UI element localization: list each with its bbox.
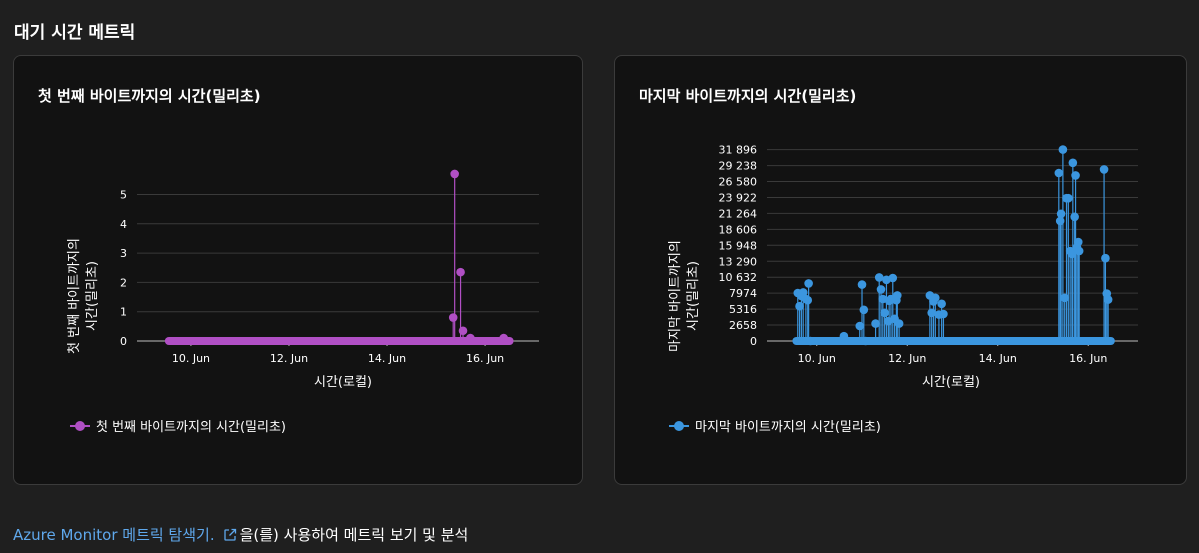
ttlb-x-tick-label: 12. Jun <box>888 352 926 365</box>
ttlb-data-point <box>859 305 869 315</box>
ttlb-data-point <box>880 308 889 318</box>
ttlb-data-point <box>861 336 870 346</box>
ttlb-y-tick-label: 7974 <box>729 287 757 300</box>
section-title: 대기 시간 메트릭 <box>14 23 136 43</box>
ttfb-y-tick-label: 4 <box>120 218 127 231</box>
ttlb-data-point <box>893 291 902 300</box>
ttlb-data-point <box>839 331 849 341</box>
ttfb-y-tick-label: 3 <box>120 247 127 260</box>
ttlb-data-point <box>1068 158 1078 168</box>
ttlb-data-point <box>795 301 804 311</box>
ttlb-y-tick-label: 0 <box>750 335 757 348</box>
ttlb-y-tick-label: 21 264 <box>719 207 758 220</box>
ttlb-data-point <box>1055 216 1065 226</box>
ttlb-data-point <box>1056 209 1066 219</box>
ttfb-y-tick-label: 2 <box>120 276 127 289</box>
ttlb-chart-card: 마지막 바이트까지의 시간(밀리초) 0 2658 5316 7974 10 632 13… <box>614 55 1187 485</box>
ttlb-data-point <box>1070 212 1079 222</box>
ttlb-y-tick-label: 23 922 <box>719 191 758 204</box>
ttlb-y-tick-label: 18 606 <box>719 223 758 236</box>
ttfb-y-tick-label: 0 <box>120 335 127 348</box>
ttlb-data-point <box>888 273 898 283</box>
ttlb-chart[interactable]: 0 2658 5316 7974 10 632 13 290 15 948 18 606 21 … <box>615 56 1188 406</box>
ttlb-data-point <box>1099 165 1109 174</box>
footer-note: Azure Monitor 메트릭 탐색기. 을(를) 사용하여 메트릭 보기 … <box>13 524 468 545</box>
ttlb-data-point <box>1071 171 1080 180</box>
ttlb-x-tick-label: 16. Jun <box>1069 352 1107 365</box>
ttfb-y-axis-label-line2: 시간(밀리초) <box>85 261 100 331</box>
ttfb-y-tick-label: 5 <box>120 188 127 201</box>
ttlb-data-point <box>798 288 808 297</box>
ttlb-y-tick-label: 26 580 <box>719 176 758 189</box>
ttlb-data-point <box>931 293 940 303</box>
ttfb-x-axis-label: 시간(로컬) <box>314 375 372 390</box>
ttlb-data-point <box>927 308 936 318</box>
ttlb-data-point <box>1101 253 1110 263</box>
ttfb-chart[interactable]: 0 1 2 3 4 5 10. Jun 12. Jun 14. Jun 16. Jun 첫 번째… <box>14 56 584 406</box>
ttlb-data-point <box>1058 145 1068 154</box>
ttlb-y-tick-label: 2658 <box>729 319 757 332</box>
ttlb-y-tick-label: 31 896 <box>719 144 758 157</box>
ttlb-chart-title: 마지막 바이트까지의 시간(밀리초) <box>639 87 857 105</box>
ttlb-data-point <box>803 295 813 305</box>
ttfb-chart-card: 첫 번째 바이트까지의 시간(밀리초) 0 1 2 3 4 5 10. Jun 12. Ju… <box>13 55 583 485</box>
footer-description: 을(를) 사용하여 메트릭 보기 및 분석 <box>239 526 469 544</box>
ttfb-y-axis-label-line1: 첫 번째 바이트까지의 <box>67 238 82 354</box>
ttfb-data-point <box>450 169 459 179</box>
ttfb-data-point <box>456 267 465 277</box>
ttlb-y-axis-label-line2: 시간(밀리초) <box>686 261 701 331</box>
ttfb-x-tick-label: 14. Jun <box>368 352 406 365</box>
ttfb-x-tick-label: 10. Jun <box>172 352 210 365</box>
ttlb-data-point <box>1064 193 1073 203</box>
ttlb-data-point <box>876 285 886 294</box>
ttlb-y-tick-label: 13 290 <box>719 255 758 268</box>
ttlb-x-tick-label: 14. Jun <box>979 352 1017 365</box>
ttlb-data-point <box>857 280 867 289</box>
ttfb-y-tick-label: 1 <box>120 306 127 319</box>
ttlb-data-point <box>1060 293 1070 303</box>
ttlb-legend[interactable]: 마지막 바이트까지의 시간(밀리초) <box>669 416 881 435</box>
ttfb-legend-marker-icon <box>70 420 92 431</box>
ttlb-y-axis-label-line1: 마지막 바이트까지의 <box>668 240 683 352</box>
ttlb-data-point <box>939 309 948 319</box>
ttlb-data-point <box>1103 295 1113 304</box>
ttfb-legend-label: 첫 번째 바이트까지의 시간(밀리초) <box>96 420 286 435</box>
ttlb-x-tick-label: 10. Jun <box>798 352 836 365</box>
ttfb-data-point <box>448 313 458 322</box>
ttlb-legend-marker-icon <box>669 420 691 431</box>
ttlb-data-point <box>894 319 904 328</box>
ttlb-y-tick-label: 5316 <box>729 303 757 316</box>
ttlb-data-point <box>871 319 880 328</box>
ttlb-y-tick-label: 29 238 <box>719 160 758 173</box>
ttlb-legend-label: 마지막 바이트까지의 시간(밀리초) <box>695 420 881 435</box>
ttfb-data-point <box>466 333 475 343</box>
ttlb-data-point <box>806 336 815 346</box>
ttfb-chart-title: 첫 번째 바이트까지의 시간(밀리초) <box>38 87 261 105</box>
ttlb-y-tick-label: 10 632 <box>719 271 758 284</box>
ttfb-data-point <box>458 326 468 336</box>
ttlb-x-axis-label: 시간(로컬) <box>922 375 980 390</box>
ttlb-data-point <box>855 321 865 331</box>
ttlb-data-point <box>937 299 946 309</box>
ttlb-data-point <box>804 279 813 288</box>
ttlb-data-point <box>874 273 884 282</box>
ttlb-data-point <box>1054 168 1064 178</box>
ttfb-legend[interactable]: 첫 번째 바이트까지의 시간(밀리초) <box>70 416 286 435</box>
ttlb-data-point <box>1074 246 1084 256</box>
ttlb-data-point <box>1073 237 1083 247</box>
ttfb-x-tick-label: 12. Jun <box>270 352 308 365</box>
ttfb-x-tick-label: 16. Jun <box>466 352 504 365</box>
ttfb-data-point <box>499 333 509 343</box>
external-link-icon[interactable] <box>223 528 237 542</box>
ttlb-data-point <box>1067 249 1077 259</box>
metrics-explorer-link[interactable]: Azure Monitor 메트릭 탐색기. <box>13 526 215 544</box>
ttlb-y-tick-label: 15 948 <box>719 239 758 252</box>
